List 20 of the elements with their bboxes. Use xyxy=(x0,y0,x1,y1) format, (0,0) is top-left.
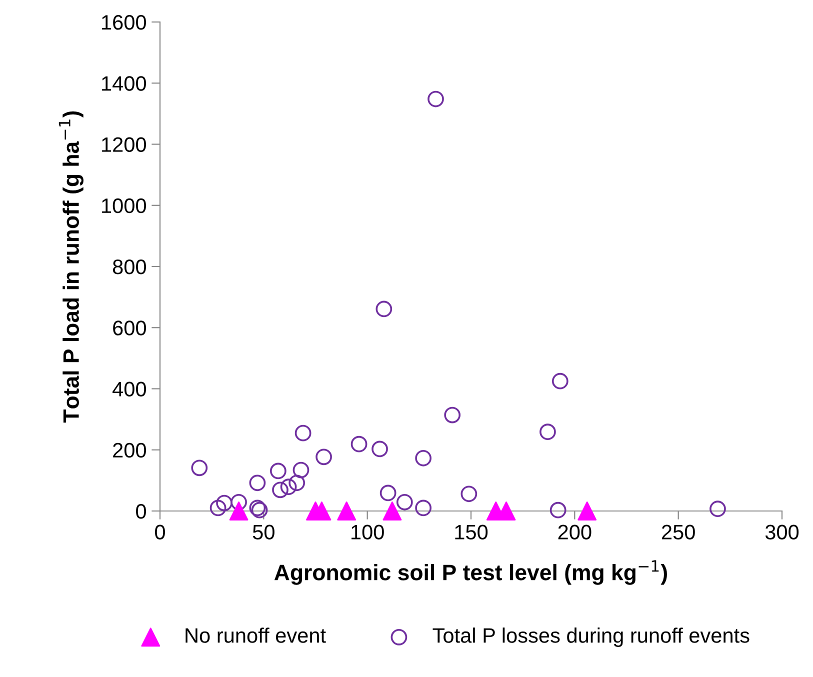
x-tick-label: 150 xyxy=(455,524,488,540)
x-tick-label: 50 xyxy=(252,524,274,540)
y-axis-title: Total P load in runoff (g ha$^{−1}$) xyxy=(58,111,84,423)
legend-label: No runoff event xyxy=(186,628,326,643)
x-tick-label: 200 xyxy=(558,524,592,540)
y-tick-label: 1200 xyxy=(102,137,146,152)
y-tick-label: 1000 xyxy=(102,198,146,214)
x-tick-label: 0 xyxy=(155,524,165,540)
x-tick-label: 250 xyxy=(662,524,695,540)
x-tick-label: 300 xyxy=(765,524,799,540)
legend-label: Total P losses during runoff events xyxy=(432,628,750,647)
y-tick-label: 400 xyxy=(112,382,146,397)
x-axis-title: Agronomic soil P test level (mg kg$^{−1}$) xyxy=(274,560,667,585)
y-tick-label: 600 xyxy=(113,320,146,336)
y-tick-label: 0 xyxy=(136,504,146,519)
x-tick-label: 100 xyxy=(352,524,384,540)
y-tick-label: 1600 xyxy=(102,15,146,30)
y-tick-label: 800 xyxy=(112,260,146,274)
y-tick-label: 200 xyxy=(113,442,146,458)
y-tick-label: 1400 xyxy=(102,76,146,91)
